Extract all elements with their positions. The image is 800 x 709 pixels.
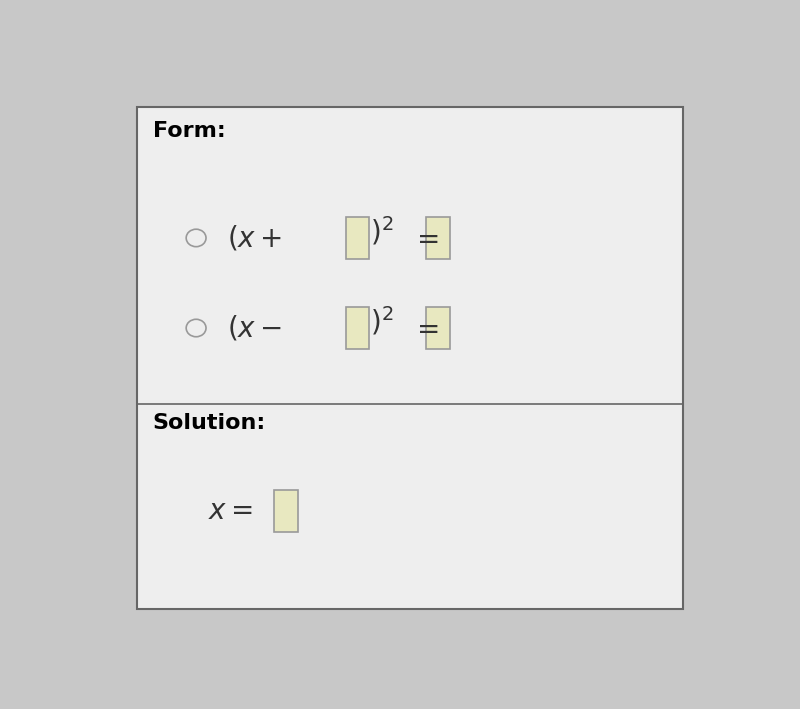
FancyBboxPatch shape	[426, 217, 450, 259]
FancyBboxPatch shape	[138, 107, 682, 609]
Text: $)^2$: $)^2$	[370, 215, 394, 248]
Text: Form:: Form:	[153, 121, 226, 140]
Text: $=$: $=$	[410, 314, 438, 342]
Text: $(x +$: $(x +$	[227, 223, 282, 252]
Text: $=$: $=$	[410, 224, 438, 252]
Text: Solution:: Solution:	[153, 413, 266, 432]
FancyBboxPatch shape	[274, 490, 298, 532]
FancyBboxPatch shape	[426, 307, 450, 350]
FancyBboxPatch shape	[346, 307, 369, 350]
Text: $)^2$: $)^2$	[370, 305, 394, 338]
FancyBboxPatch shape	[346, 217, 369, 259]
Text: $(x -$: $(x -$	[227, 313, 282, 342]
Text: $x =$: $x =$	[209, 497, 254, 525]
